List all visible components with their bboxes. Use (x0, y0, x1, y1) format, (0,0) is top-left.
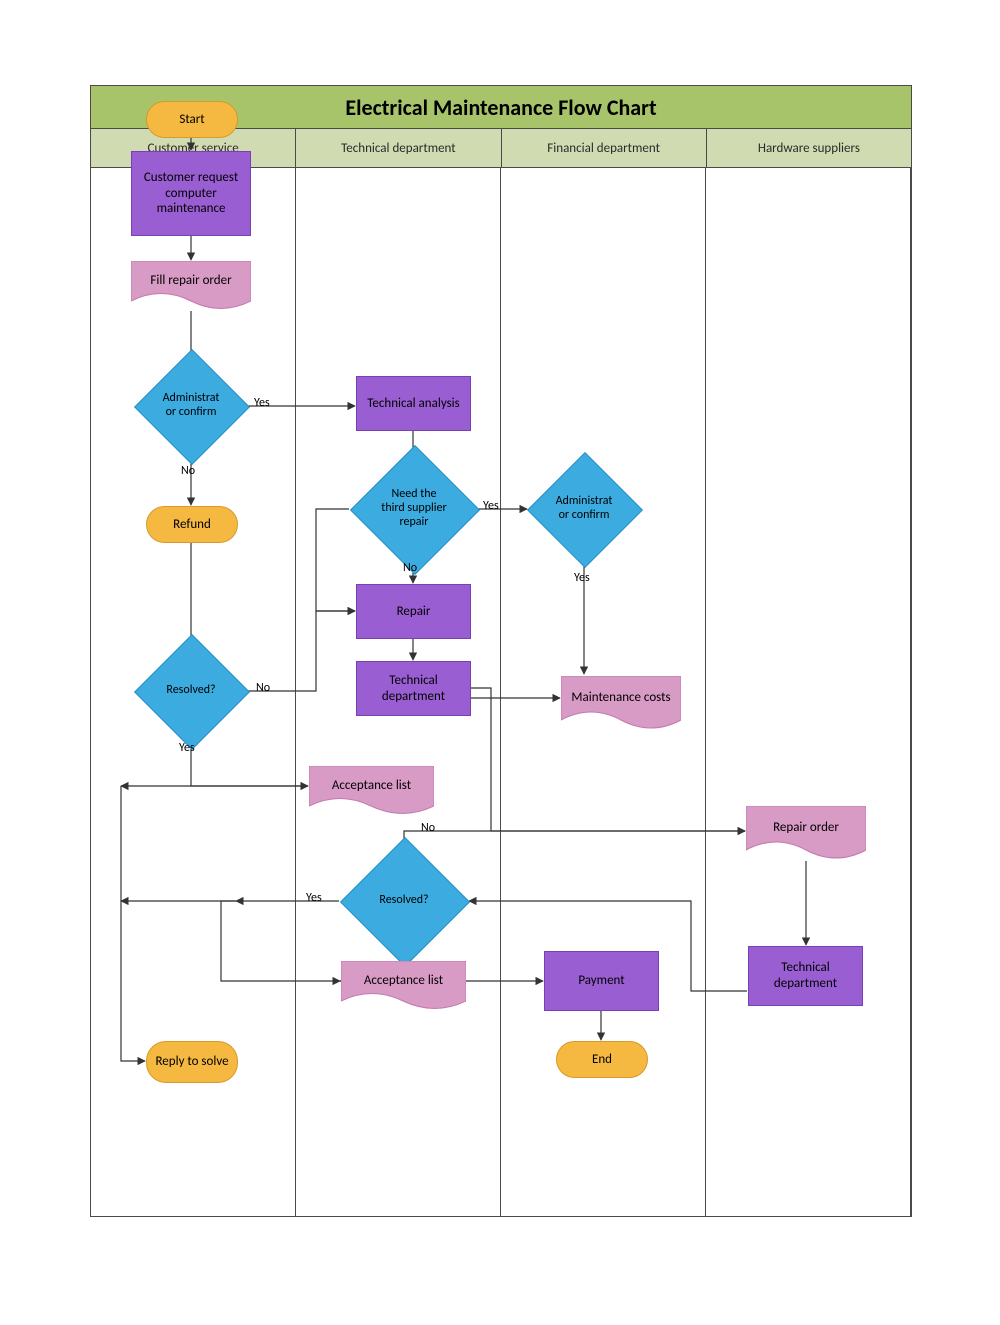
node-label: Fill repair order (150, 273, 231, 289)
edge-label-no: No (181, 464, 195, 478)
edge-label-yes: Yes (483, 499, 499, 513)
lane-header-financial: Financial department (502, 129, 707, 167)
edge-label-no: No (421, 821, 435, 835)
node-label: Repair (397, 604, 431, 620)
edge-label-yes: Yes (254, 396, 270, 410)
lane-suppliers (706, 168, 911, 1216)
page: Electrical Maintenance Flow Chart Custom… (0, 0, 1000, 1325)
node-payment: Payment (544, 951, 659, 1011)
node-label: Refund (173, 517, 211, 533)
swimlane-chart: Electrical Maintenance Flow Chart Custom… (90, 85, 912, 1217)
lane-header-technical: Technical department (296, 129, 501, 167)
node-repair: Repair (356, 584, 471, 639)
node-admin-confirm-1: Administrat or confirm (151, 366, 231, 446)
node-start: Start (146, 101, 238, 138)
node-need-supplier: Need the third supplier repair (369, 464, 459, 554)
edge-label-no: No (256, 681, 270, 695)
node-acceptance-2: Acceptance list (341, 961, 466, 1016)
node-label: Technical analysis (367, 396, 460, 412)
node-refund: Refund (146, 506, 238, 543)
lane-body: Start Customer request computer maintena… (91, 168, 911, 1216)
node-fill-repair-order: Fill repair order (131, 261, 251, 316)
node-admin-confirm-2: Administrat or confirm (544, 469, 624, 549)
edge-label-yes: Yes (179, 741, 195, 755)
node-label: Administrat or confirm (556, 495, 613, 523)
lane-header-suppliers: Hardware suppliers (707, 129, 911, 167)
node-label: Start (179, 112, 204, 128)
node-acceptance-1: Acceptance list (309, 766, 434, 821)
node-label: Resolved? (379, 894, 428, 908)
node-tech-dept-1: Technical department (356, 661, 471, 716)
node-maintenance-costs: Maintenance costs (561, 676, 681, 736)
edge-label-yes: Yes (306, 891, 322, 905)
node-label: End (592, 1052, 612, 1068)
node-reply-to-solve: Reply to solve (146, 1041, 238, 1083)
node-tech-dept-2: Technical department (748, 946, 863, 1006)
edge-label-yes: Yes (574, 571, 590, 585)
node-label: Acceptance list (332, 778, 411, 794)
node-label: Technical department (359, 673, 468, 704)
node-label: Need the third supplier repair (381, 488, 447, 529)
node-repair-order: Repair order (746, 806, 866, 866)
node-label: Technical department (751, 960, 860, 991)
node-label: Reply to solve (155, 1054, 228, 1070)
node-label: Repair order (773, 820, 839, 836)
node-customer-request: Customer request computer maintenance (131, 151, 251, 236)
node-resolved-1: Resolved? (151, 651, 231, 731)
node-label: Resolved? (166, 684, 215, 698)
node-label: Administrat or confirm (163, 392, 220, 420)
edge-label-no: No (403, 561, 417, 575)
node-label: Customer request computer maintenance (134, 170, 248, 217)
node-label: Acceptance list (364, 973, 443, 989)
node-end: End (556, 1041, 648, 1078)
node-technical-analysis: Technical analysis (356, 376, 471, 431)
node-resolved-2: Resolved? (359, 856, 449, 946)
node-label: Maintenance costs (571, 690, 670, 706)
node-label: Payment (578, 973, 624, 989)
